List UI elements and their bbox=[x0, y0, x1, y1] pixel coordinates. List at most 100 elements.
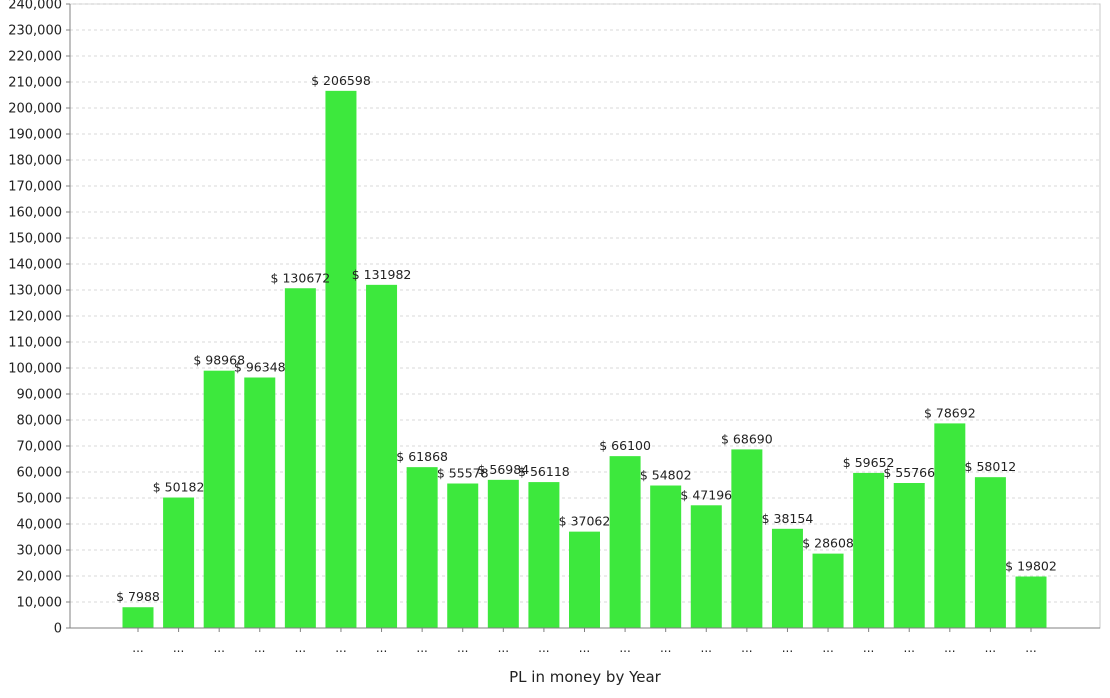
x-tick-label: ... bbox=[132, 641, 143, 655]
bar-value-label: $ 59652 bbox=[843, 455, 895, 470]
x-tick-label: ... bbox=[295, 641, 306, 655]
bar bbox=[609, 456, 641, 628]
bar-value-label: $ 96348 bbox=[234, 359, 286, 374]
y-tick-label: 60,000 bbox=[17, 466, 63, 481]
y-tick-label: 220,000 bbox=[8, 50, 62, 65]
y-tick-label: 150,000 bbox=[8, 232, 62, 247]
x-tick-label: ... bbox=[457, 641, 468, 655]
bar-value-label: $ 131982 bbox=[352, 267, 412, 282]
bar bbox=[244, 377, 276, 628]
bar-value-label: $ 7988 bbox=[116, 589, 160, 604]
y-tick-label: 20,000 bbox=[17, 570, 63, 585]
bar bbox=[366, 284, 398, 628]
y-tick-label: 170,000 bbox=[8, 180, 62, 195]
y-tick-label: 80,000 bbox=[17, 414, 63, 429]
x-tick-label: ... bbox=[254, 641, 265, 655]
bar bbox=[934, 423, 966, 628]
bar bbox=[853, 472, 885, 628]
bar bbox=[487, 479, 519, 628]
bar bbox=[893, 483, 925, 628]
bar-value-label: $ 98968 bbox=[193, 353, 245, 368]
y-tick-label: 210,000 bbox=[8, 76, 62, 91]
bars bbox=[122, 90, 1047, 628]
bar-value-label: $ 56984 bbox=[477, 462, 529, 477]
x-tick-label: ... bbox=[619, 641, 630, 655]
bar-value-label: $ 19802 bbox=[1005, 559, 1057, 574]
x-tick-label: ... bbox=[944, 641, 955, 655]
y-tick-label: 100,000 bbox=[8, 362, 62, 377]
bar-value-label: $ 47196 bbox=[680, 487, 732, 502]
x-tick-label: ... bbox=[173, 641, 184, 655]
bar bbox=[1015, 576, 1047, 628]
bar-value-label: $ 68690 bbox=[721, 431, 773, 446]
bar bbox=[690, 505, 722, 628]
bar bbox=[203, 370, 235, 628]
x-tick-label: ... bbox=[213, 641, 224, 655]
x-tick-label: ... bbox=[660, 641, 671, 655]
y-tick-label: 190,000 bbox=[8, 128, 62, 143]
bar bbox=[406, 467, 438, 628]
y-tick-label: 200,000 bbox=[8, 102, 62, 117]
bar-value-label: $ 28608 bbox=[802, 536, 854, 551]
x-tick-label: ... bbox=[538, 641, 549, 655]
bar-value-label: $ 66100 bbox=[599, 438, 651, 453]
y-tick-label: 90,000 bbox=[17, 388, 63, 403]
y-tick-label: 140,000 bbox=[8, 258, 62, 273]
y-tick-label: 240,000 bbox=[8, 0, 62, 13]
y-tick-label: 70,000 bbox=[17, 440, 63, 455]
bar-value-label: $ 50182 bbox=[153, 480, 205, 495]
y-tick-label: 180,000 bbox=[8, 154, 62, 169]
bar-value-label: $ 61868 bbox=[396, 449, 448, 464]
y-tick-label: 40,000 bbox=[17, 518, 63, 533]
bar-value-label: $ 58012 bbox=[965, 459, 1017, 474]
x-tick-label: ... bbox=[985, 641, 996, 655]
data-labels: $ 7988 $ 50182 $ 98968$ 96348 $ 130672 $ 206… bbox=[116, 73, 1057, 604]
bar bbox=[771, 528, 803, 628]
y-tick-label: 120,000 bbox=[8, 310, 62, 325]
bar bbox=[731, 449, 763, 628]
bar bbox=[974, 477, 1006, 628]
x-tick-label: ... bbox=[822, 641, 833, 655]
bar-value-label: $ 37062 bbox=[559, 514, 611, 529]
y-tick-label: 230,000 bbox=[8, 24, 62, 39]
x-tick-label: ... bbox=[579, 641, 590, 655]
x-tick-label: ... bbox=[741, 641, 752, 655]
x-tick-label: ... bbox=[782, 641, 793, 655]
bar-value-label: $ 55578 bbox=[437, 465, 489, 480]
bar bbox=[447, 483, 479, 628]
bar-value-label: $ 130672 bbox=[271, 270, 331, 285]
axes: 0 10,000 20,000 30,000 40,000 50,000 60,000 70,… bbox=[8, 0, 1100, 655]
x-tick-label: ... bbox=[863, 641, 874, 655]
bar bbox=[163, 497, 195, 628]
y-tick-label: 130,000 bbox=[8, 284, 62, 299]
y-tick-label: 30,000 bbox=[17, 544, 63, 559]
bar bbox=[812, 553, 844, 628]
y-tick-label: 110,000 bbox=[8, 336, 62, 351]
y-tick-label: 10,000 bbox=[17, 596, 63, 611]
bar bbox=[569, 531, 600, 628]
bar-value-label: $ 56118 bbox=[518, 464, 570, 479]
bar bbox=[122, 607, 154, 628]
bar-value-label: $ 54802 bbox=[640, 468, 692, 483]
x-tick-label: ... bbox=[416, 641, 427, 655]
x-tick-label: ... bbox=[498, 641, 509, 655]
bar bbox=[284, 288, 316, 628]
x-tick-label: ... bbox=[1025, 641, 1036, 655]
bar-value-label: $ 206598 bbox=[311, 73, 371, 88]
bar-value-label: $ 55766 bbox=[883, 465, 935, 480]
bar bbox=[528, 482, 560, 628]
bar bbox=[650, 485, 682, 628]
y-tick-label: 160,000 bbox=[8, 206, 62, 221]
x-tick-label: ... bbox=[335, 641, 346, 655]
x-tick-label: ... bbox=[701, 641, 712, 655]
x-tick-label: ... bbox=[376, 641, 387, 655]
bar bbox=[325, 90, 357, 628]
y-tick-label: 50,000 bbox=[17, 492, 63, 507]
grid-lines bbox=[69, 3, 1101, 629]
y-tick-label: 0 bbox=[54, 622, 62, 637]
x-axis-label: PL in money by Year bbox=[509, 668, 662, 686]
bar-value-label: $ 78692 bbox=[924, 405, 976, 420]
x-tick-label: ... bbox=[904, 641, 915, 655]
